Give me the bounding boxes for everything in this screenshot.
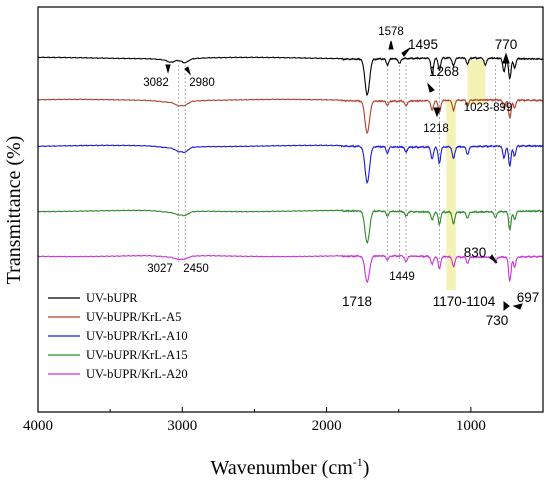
annotation-1495: 1495 [408, 37, 438, 52]
x-tick-label-3000: 3000 [167, 418, 197, 434]
annotation-1578: 1578 [378, 26, 404, 38]
arrow-1578 [388, 40, 394, 50]
x-axis-ticks: 4000 3000 2000 1000 [23, 407, 544, 434]
x-axis-title-main: Wavenumber (cm [211, 457, 354, 479]
highlight-band-1170-1104 [446, 100, 456, 290]
y-axis-title: Transmittance (%) [3, 136, 25, 285]
annotation-2450: 2450 [183, 263, 209, 275]
x-axis-title-close: ) [363, 457, 370, 479]
annotation-697: 697 [517, 290, 540, 305]
x-tick-label-1000: 1000 [456, 418, 486, 434]
annotation-730: 730 [486, 313, 509, 328]
highlight-band-1023-899 [467, 60, 486, 105]
annotation-2980: 2980 [189, 77, 215, 89]
annotation-1170-1104: 1170-1104 [433, 294, 496, 309]
arrow-697 [512, 303, 523, 310]
annotation-1023-899: 1023-899 [464, 102, 513, 114]
series-line-UV-bUPR/KrL-A10 [38, 144, 544, 185]
legend-label-UV-bUPR/KrL-A5: UV-bUPR/KrL-A5 [86, 310, 181, 324]
annotation-1449: 1449 [389, 271, 415, 283]
annotation-3082: 3082 [143, 77, 169, 89]
annotation-770: 770 [495, 37, 518, 52]
series-line-UV-bUPR/KrL-A15 [37, 209, 544, 244]
annotation-1718: 1718 [342, 294, 372, 309]
peak-annotations: 3082 2980 1578 1495 770 1268 1218 1023-8… [143, 26, 539, 328]
x-axis-title: Wavenumber (cm-1) [211, 455, 370, 479]
x-axis-title-superscript: -1 [353, 455, 363, 469]
annotation-1268: 1268 [429, 64, 459, 79]
spectrum-curves [37, 56, 544, 283]
arrow-1218 [433, 107, 441, 118]
legend: UV-bUPR UV-bUPR/KrL-A5 UV-bUPR/KrL-A10 UV-b… [48, 291, 188, 381]
arrow-770 [502, 52, 510, 64]
legend-label-UV-bUPR: UV-bUPR [86, 291, 138, 305]
annotation-arrows [165, 40, 523, 312]
reference-lines [177, 65, 511, 262]
arrow-3082 [165, 64, 171, 74]
arrow-1268 [427, 82, 435, 93]
plot-frame [37, 6, 544, 413]
series-line-UV-bUPR/KrL-A5 [37, 98, 544, 135]
annotation-1218: 1218 [423, 123, 449, 135]
series-line-UV-bUPR/KrL-A20 [37, 254, 544, 283]
legend-label-UV-bUPR/KrL-A20: UV-bUPR/KrL-A20 [86, 367, 188, 381]
arrow-2980 [184, 66, 192, 76]
annotation-830: 830 [464, 245, 487, 260]
arrow-730 [503, 300, 510, 312]
x-tick-label-4000: 4000 [23, 418, 53, 434]
legend-label-UV-bUPR/KrL-A10: UV-bUPR/KrL-A10 [86, 329, 188, 343]
series-line-UV-bUPR [38, 56, 544, 97]
annotation-3027: 3027 [147, 263, 173, 275]
legend-label-UV-bUPR/KrL-A15: UV-bUPR/KrL-A15 [86, 348, 188, 362]
arrow-1495 [401, 47, 411, 57]
highlight-bands [446, 60, 486, 290]
arrow-830 [489, 254, 498, 264]
x-tick-label-2000: 2000 [312, 418, 342, 434]
